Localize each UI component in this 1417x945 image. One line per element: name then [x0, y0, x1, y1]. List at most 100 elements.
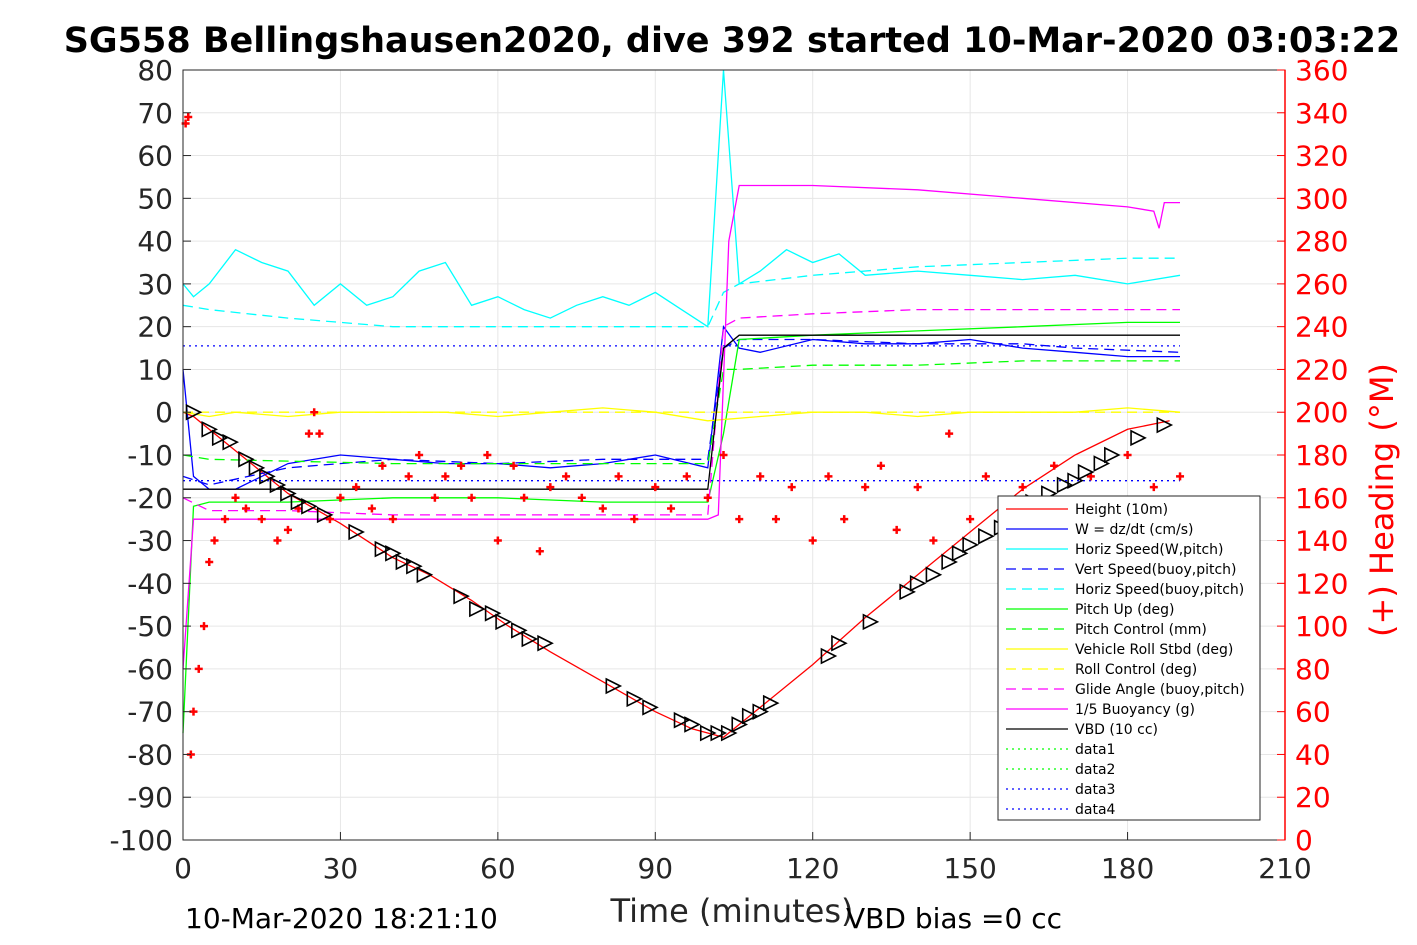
heading-point	[388, 515, 397, 524]
vbd-marker	[752, 703, 770, 720]
y-tick-label: 70	[137, 97, 173, 130]
y-tick-label: 40	[137, 225, 173, 258]
y-tick-label: 80	[137, 54, 173, 87]
y2-tick-label: 160	[1295, 482, 1348, 515]
heading-point	[577, 493, 586, 502]
heading-point	[199, 622, 208, 631]
legend-label: Pitch Up (deg)	[1075, 602, 1174, 618]
heading-point	[257, 515, 266, 524]
vbd-marker	[1067, 472, 1084, 489]
vbd-marker	[211, 429, 229, 447]
vbd-marker	[1093, 455, 1111, 472]
heading-point	[562, 472, 571, 481]
y-tick-label: 30	[137, 268, 173, 301]
legend-label: W = dz/dt (cm/s)	[1075, 522, 1194, 538]
legend-label: Height (10m)	[1075, 502, 1168, 518]
heading-point	[404, 472, 413, 481]
vbd-marker	[899, 583, 916, 601]
vbd-marker	[484, 604, 502, 622]
vbd-marker	[1130, 429, 1147, 447]
y2-tick-label: 360	[1295, 54, 1348, 87]
y2-tick-label: 220	[1295, 353, 1348, 386]
legend-label: Vehicle Roll Stbd (deg)	[1075, 642, 1233, 658]
y-tick-label: 60	[137, 140, 173, 173]
vbd-marker	[1156, 416, 1174, 434]
vbd-marker	[1056, 476, 1074, 494]
vbd-marker	[642, 699, 659, 716]
vbd-marker	[290, 493, 308, 511]
heading-point	[336, 493, 345, 502]
legend-label: data1	[1075, 742, 1115, 758]
vbd-marker	[673, 711, 691, 729]
vbd-marker	[909, 575, 927, 592]
y2-axis-label: (+) Heading (°M)	[1363, 363, 1401, 637]
x-axis-label: Time (minutes)	[610, 892, 854, 930]
vbd-marker	[222, 433, 240, 451]
vbd-marker	[862, 613, 880, 631]
x-tick-label: 210	[1258, 852, 1311, 885]
heading-point	[945, 429, 954, 438]
heading-point	[630, 515, 639, 524]
legend-box	[997, 495, 1261, 821]
heading-point	[840, 515, 849, 524]
y-tick-label: -80	[127, 738, 173, 771]
heading-point	[273, 536, 282, 545]
vbd-marker	[710, 724, 728, 742]
heading-point	[771, 515, 780, 524]
vbd-marker	[741, 707, 759, 725]
heading-point	[194, 664, 203, 673]
series-line	[182, 184, 1180, 669]
legend-label: 1/5 Buoyancy (g)	[1075, 702, 1195, 718]
heading-point	[467, 493, 476, 502]
vbd-marker	[395, 553, 413, 571]
heading-point	[483, 451, 492, 459]
heading-point	[430, 493, 439, 502]
vbd-marker	[406, 557, 423, 575]
vbd-marker	[301, 498, 318, 515]
legend-label: Horiz Speed(W,pitch)	[1075, 542, 1223, 558]
vbd-marker-series	[185, 403, 1174, 742]
vbd-marker	[1077, 463, 1095, 481]
heading-point	[735, 515, 744, 524]
heading-point	[787, 483, 796, 492]
heading-point	[861, 483, 870, 492]
y2-tick-label: 300	[1295, 182, 1348, 215]
x-axis: 0 30 60 90 120 150 180 210	[174, 832, 1312, 885]
vbd-marker	[962, 536, 979, 554]
heading-point	[441, 472, 450, 481]
heading-point	[231, 493, 240, 502]
vbd-marker	[941, 553, 958, 571]
heading-point	[415, 451, 424, 459]
heading-point	[520, 493, 529, 502]
heading-point	[892, 525, 901, 534]
vbd-marker	[511, 622, 528, 639]
heading-point	[824, 472, 833, 481]
legend: Height (10m) W = dz/dt (cm/s) Horiz Speed(…	[997, 495, 1261, 821]
vbd-marker	[1104, 446, 1121, 464]
y-tick-label: -60	[127, 653, 173, 686]
vbd-marker	[831, 634, 848, 652]
heading-point	[1149, 483, 1158, 492]
y2-tick-label: 320	[1295, 140, 1348, 173]
heading-point	[378, 461, 387, 470]
vbd-marker	[238, 450, 255, 468]
vbd-marker	[820, 647, 838, 665]
vbd-marker	[605, 677, 623, 695]
heading-point	[703, 493, 712, 502]
vbd-marker	[248, 459, 266, 477]
vbd-marker	[699, 724, 717, 742]
heading-point	[667, 504, 676, 513]
y2-tick-label: 200	[1295, 396, 1348, 429]
x-tick-label: 120	[786, 852, 839, 885]
heading-point	[241, 504, 250, 513]
y-tick-label: -10	[127, 439, 173, 472]
heading-point	[981, 472, 990, 481]
heading-point	[808, 536, 817, 545]
heading-point	[913, 483, 922, 492]
heading-point	[205, 557, 214, 566]
vbd-marker	[978, 527, 995, 545]
heading-point	[1176, 472, 1185, 481]
heading-point	[876, 461, 885, 470]
y2-tick-label: 240	[1295, 311, 1348, 344]
